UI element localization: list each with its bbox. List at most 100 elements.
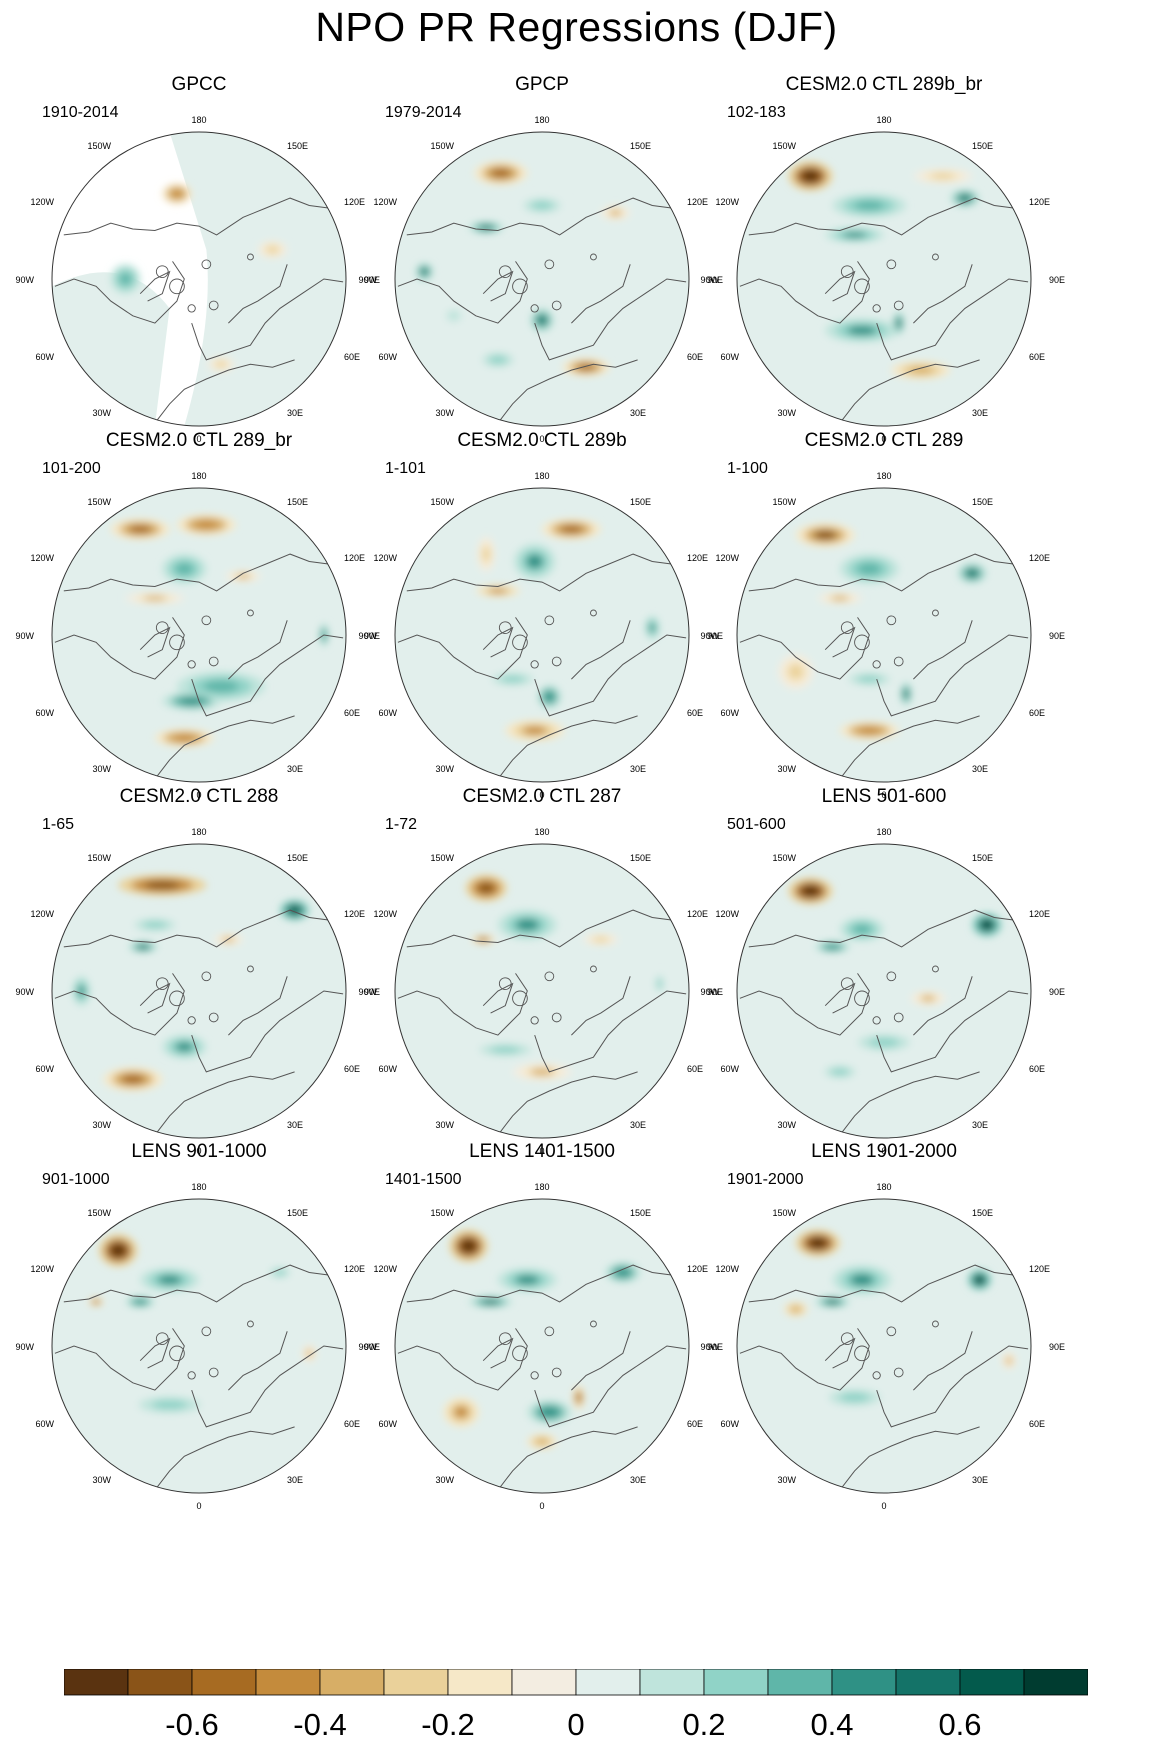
precip-anomaly [847, 325, 877, 336]
longitude-label: 90W [358, 1342, 377, 1352]
precip-anomaly [896, 318, 902, 328]
longitude-label: 60W [35, 708, 54, 718]
island [498, 977, 512, 990]
longitude-label: 30W [92, 1120, 111, 1130]
coastline [824, 626, 856, 658]
precip-anomaly [143, 921, 167, 929]
panel-title: CESM2.0 CTL 289b_br [785, 74, 983, 95]
coastline [397, 973, 528, 1036]
island [498, 621, 512, 634]
island [155, 977, 169, 990]
colorbar-tick-label: 0.4 [810, 1707, 853, 1739]
island [247, 253, 254, 261]
island [590, 609, 597, 617]
coastline [824, 982, 856, 1014]
precip-anomaly [203, 680, 239, 693]
precip-anomaly [853, 924, 871, 934]
precip-anomaly [908, 366, 933, 374]
colorbar-swatch [639, 1669, 705, 1696]
precip-anomaly [649, 622, 656, 633]
longitude-label: 90W [15, 987, 34, 997]
island [187, 660, 196, 669]
longitude-label: 120W [373, 553, 397, 563]
map-field [737, 132, 1031, 426]
island [893, 1012, 904, 1023]
coastline [571, 1331, 631, 1391]
island [840, 1332, 854, 1345]
polar-map: 180 0 150W 120W 90W 60W 30W 150E 120E 90E 60E 30E [15, 1182, 380, 1511]
precip-anomaly [857, 727, 882, 735]
map-field [737, 1199, 1031, 1493]
panel-title: LENS 501-600 [821, 786, 947, 807]
longitude-label: 60E [1029, 1419, 1045, 1429]
island [872, 660, 881, 669]
longitude-label: 180 [876, 1182, 891, 1192]
precip-anomaly [172, 734, 197, 742]
precip-anomaly [134, 1299, 147, 1305]
longitude-label: 30E [630, 1120, 646, 1130]
coastline [191, 634, 344, 717]
panel-title: CESM2.0 CTL 287 [462, 786, 622, 807]
precip-anomaly [460, 1239, 477, 1253]
longitude-label: 120W [715, 909, 739, 919]
coastline [139, 626, 171, 658]
coastline [739, 973, 870, 1036]
longitude-label: 150W [430, 853, 454, 863]
longitude-label: 60E [687, 1419, 703, 1429]
longitude-label: 60W [35, 352, 54, 362]
precip-anomaly [958, 194, 971, 202]
map-boundary [394, 487, 690, 783]
polar-map: 180 0 150W 120W 90W 60W 30W 150E 120E 90E 60E 30E [15, 471, 380, 800]
precip-anomaly [179, 697, 204, 705]
panel-period: 1979-2014 [385, 104, 462, 121]
longitude-label: 90E [707, 275, 723, 285]
island [893, 656, 904, 667]
map-boundary [394, 1198, 690, 1494]
coastline [154, 715, 295, 780]
polar-map: 180 0 150W 120W 90W 60W 30W 150E 120E 90E 60E 30E [15, 115, 380, 444]
panel-title: CESM2.0 CTL 289_br [105, 430, 293, 451]
island [201, 971, 212, 982]
coastline [397, 261, 528, 324]
longitude-label: 30E [630, 764, 646, 774]
island [530, 304, 539, 313]
island [247, 1320, 254, 1328]
island [208, 656, 219, 667]
polar-map: 180 0 150W 120W 90W 60W 30W 150E 120E 90E 60E 30E [358, 827, 723, 1156]
panel-title: CESM2.0 CTL 289b [457, 430, 627, 451]
precip-anomaly [143, 595, 167, 601]
coastline [191, 1345, 344, 1428]
coastlines [397, 197, 687, 424]
longitude-label: 30W [777, 408, 796, 418]
precip-anomaly [531, 201, 553, 210]
precip-anomaly [974, 1275, 985, 1284]
island [201, 1326, 212, 1337]
precip-anomaly [540, 1407, 559, 1417]
precip-anomaly [813, 530, 837, 540]
island [498, 1332, 512, 1345]
coastline [876, 278, 1029, 361]
precip-anomaly [831, 595, 849, 601]
longitude-label: 0 [881, 1501, 886, 1511]
longitude-label: 120W [715, 1264, 739, 1274]
precip-anomaly [479, 225, 494, 230]
coastlines [739, 197, 1029, 424]
longitude-label: 120W [373, 909, 397, 919]
map-boundary [736, 843, 1032, 1139]
coastline [482, 626, 514, 658]
coastline [154, 359, 295, 424]
panel-title: LENS 901-1000 [131, 1141, 267, 1162]
longitude-label: 60W [720, 352, 739, 362]
map-panel: CESM2.0 CTL 288 1-65 180 0 150W 120W 90W 60W 30W… [9, 786, 389, 1181]
map-panel: CESM2.0 CTL 287 1-72 180 0 150W 120W 90W 60W 30W… [352, 786, 732, 1181]
island [544, 971, 555, 982]
coastline [913, 976, 973, 1036]
land-field [169, 132, 346, 426]
coastline [228, 264, 288, 324]
precip-anomaly [825, 944, 840, 950]
island [932, 965, 939, 973]
precip-anomaly [175, 562, 194, 575]
longitude-label: 150W [772, 497, 796, 507]
longitude-label: 150E [630, 497, 651, 507]
coastlines [739, 1264, 1029, 1491]
